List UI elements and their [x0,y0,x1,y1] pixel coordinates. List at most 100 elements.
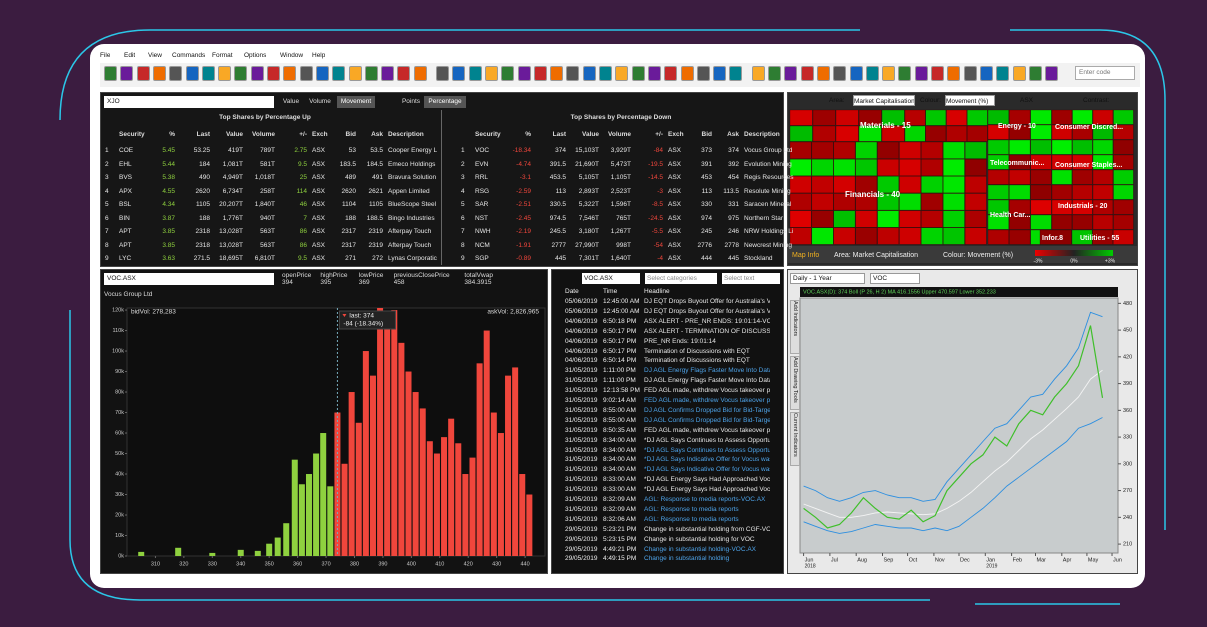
toolbar-icon[interactable] [898,66,912,81]
news-cell[interactable]: FED AGL made, withdrew Vocus takeover p [644,397,770,404]
toolbar-icon[interactable] [996,66,1010,81]
toolbar-icon[interactable] [947,66,961,81]
news-cell[interactable]: AGL: Response to media reports [644,505,739,513]
toolbar-icon[interactable] [979,66,993,81]
news-cell[interactable]: Change in substantial holding [644,555,730,563]
news-cell[interactable]: *DJ AGL Energy Says Had Approached Vocu [644,486,770,494]
toolbar-icon[interactable] [234,66,248,81]
heatmap-control[interactable]: Market Capitalisation [853,95,915,106]
toolbar-icon[interactable] [120,66,134,81]
news-code[interactable]: VOC.ASX [582,273,640,284]
toolbar-icon[interactable] [364,66,378,81]
toolbar-icon[interactable] [250,66,264,81]
news-cell[interactable]: *DJ AGL Says Indicative Offer for Vocus … [644,456,770,464]
toolbar-icon[interactable] [713,66,727,81]
toolbar-icon[interactable] [501,66,515,81]
toolbar-icon[interactable] [299,66,313,81]
toolbar-icon[interactable] [136,66,150,81]
toolbar-icon[interactable] [332,66,346,81]
toolbar-icon[interactable] [816,66,830,81]
toolbar-icon[interactable] [348,66,362,81]
news-cell[interactable]: ASX ALERT - PRE_NR ENDS: 19:01:14-VOC [644,317,770,325]
toolbar-icon[interactable] [963,66,977,81]
toolbar-icon[interactable] [169,66,183,81]
news-cell[interactable]: DJ AGL Confirms Dropped Bid for Bid-Targ… [644,406,770,414]
toolbar-icon[interactable] [201,66,215,81]
toolbar-icon[interactable] [833,66,847,81]
toolbar-icon[interactable] [582,66,596,81]
toolbar-icon[interactable] [1028,66,1042,81]
menu-item[interactable]: View [148,52,162,59]
menu-item[interactable]: File [100,52,111,59]
toolbar-icon[interactable] [397,66,411,81]
toolbar-icon[interactable] [664,66,678,81]
mode-tab[interactable]: Points [401,98,421,105]
side-tab[interactable]: Add Indicators [790,300,800,354]
search-box[interactable]: XJO [104,96,274,108]
heatmap-control[interactable]: ASX [1020,97,1034,104]
category-select[interactable]: Select categories [645,273,717,284]
toolbar-icon[interactable] [315,66,329,81]
side-tab[interactable]: Current Indicators [790,412,800,466]
sort-tab[interactable]: Volume [309,98,331,105]
toolbar-icon[interactable] [185,66,199,81]
text-select[interactable]: Select text [722,273,780,284]
news-cell[interactable]: FED AGL made, withdrew Vocus takeover p [644,426,770,434]
toolbar-icon[interactable] [267,66,280,81]
toolbar-icon[interactable] [152,66,166,81]
toolbar-icon[interactable] [615,66,629,81]
toolbar-icon[interactable] [599,66,612,81]
toolbar-icon[interactable] [283,66,297,81]
news-cell[interactable]: AGL: Response to media reports-VOC.AX [644,496,766,503]
toolbar-icon[interactable] [751,66,765,81]
news-cell[interactable]: *DJ AGL Energy Says Had Approached Vocu [644,476,770,484]
toolbar-icon[interactable] [484,66,498,81]
news-cell[interactable]: *DJ AGL Says Indicative Offer for Vocus … [644,466,770,474]
news-cell[interactable]: *DJ AGL Says Continues to Assess Opportu [644,436,770,444]
toolbar-icon[interactable] [729,66,743,81]
mode-tab[interactable]: Percentage [424,96,466,108]
news-cell[interactable]: AGL: Response to media reports [644,515,739,523]
news-cell[interactable]: Change in substantial holding from CGF-V… [644,525,770,533]
toolbar-icon[interactable] [631,66,645,81]
news-cell[interactable]: DJ EQT Drops Buyout Offer for Australia'… [644,298,770,305]
menu-item[interactable]: Format [212,52,233,59]
news-cell[interactable]: *DJ AGL Says Continues to Assess Opportu [644,446,770,454]
news-cell[interactable]: Termination of Discussions with EQT [644,357,750,365]
news-cell[interactable]: DJ EQT Drops Buyout Offer for Australia'… [644,307,770,315]
menu-item[interactable]: Commands [172,52,206,59]
toolbar-icon[interactable] [1012,66,1026,81]
toolbar-icon[interactable] [452,66,466,81]
news-cell[interactable]: Change in substantial holding-VOC.AX [644,545,757,553]
toolbar-icon[interactable] [566,66,580,81]
toolbar-icon[interactable] [1045,66,1059,81]
menu-item[interactable]: Window [280,52,304,59]
toolbar-icon[interactable] [931,66,944,81]
news-cell[interactable]: DJ AGL Confirms Dropped Bid for Bid-Targ… [644,416,770,424]
side-tab[interactable]: Add Drawing Tools [790,356,800,410]
toolbar-icon[interactable] [865,66,879,81]
toolbar-icon[interactable] [436,66,449,81]
toolbar-icon[interactable] [468,66,482,81]
symbol-box[interactable]: VOC.ASX [104,273,274,285]
toolbar-icon[interactable] [680,66,694,81]
heatmap-control[interactable]: Movement (%) [945,95,995,106]
toolbar-icon[interactable] [517,66,531,81]
toolbar-icon[interactable] [647,66,661,81]
toolbar-icon[interactable] [768,66,781,81]
toolbar-icon[interactable] [696,66,710,81]
news-cell[interactable]: FED AGL made, withdrew Vocus takeover p [644,387,770,395]
period-select[interactable]: Daily - 1 Year [790,273,865,284]
menu-item[interactable]: Options [244,52,267,59]
toolbar-icon[interactable] [218,66,232,81]
toolbar-icon[interactable] [381,66,395,81]
toolbar-icon[interactable] [784,66,798,81]
news-cell[interactable]: DJ AGL Energy Flags Faster Move Into Dat… [644,367,770,375]
price-symbol[interactable]: VOC [870,273,920,284]
news-cell[interactable]: Change in substantial holding for VOC [644,535,755,543]
toolbar-icon[interactable] [533,66,547,81]
menu-item[interactable]: Help [312,52,326,59]
news-cell[interactable]: ASX ALERT - TERMINATION OF DISCUSSIONS [644,327,770,335]
menu-item[interactable]: Edit [124,52,136,59]
toolbar-icon[interactable] [800,66,814,81]
